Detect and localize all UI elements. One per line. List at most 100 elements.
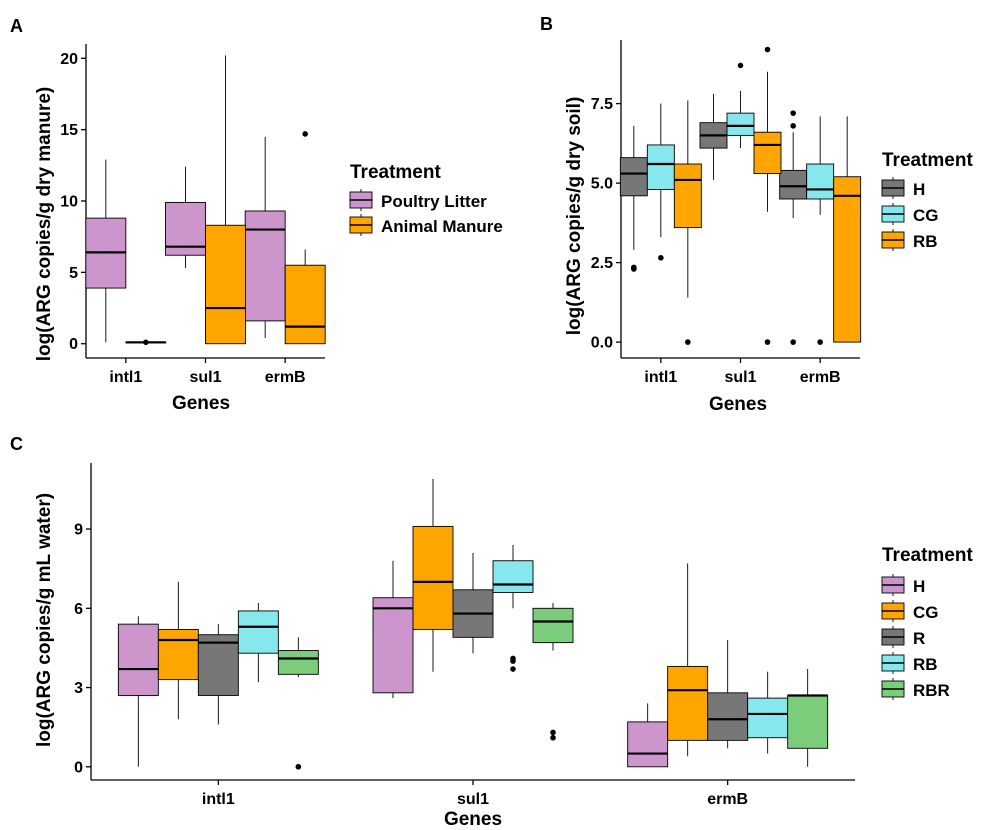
- panel-b-box-cg-ermB: [806, 116, 835, 345]
- box: [726, 112, 755, 136]
- panel-c-box-r-intl1: [197, 624, 239, 725]
- panel-a-x-tick-label: intl1: [109, 369, 142, 386]
- outlier-point: [510, 666, 516, 672]
- box: [532, 607, 574, 644]
- panel-c-box-h-sul1: [372, 560, 414, 699]
- box: [277, 650, 319, 675]
- panel-b-x-tick-label: ermB: [800, 369, 841, 386]
- box: [492, 560, 534, 593]
- box: [244, 210, 286, 322]
- panel-a-legend: Treatment Poultry Litter Animal Manure: [349, 162, 503, 236]
- panel-a-legend-entry: Poultry Litter: [349, 189, 487, 211]
- outlier-point: [764, 339, 771, 345]
- box: [787, 695, 829, 749]
- panel-c-legend-label: H: [913, 577, 925, 596]
- panel-b-legend-label: H: [913, 180, 925, 199]
- panel-c-legend-label: RBR: [913, 681, 950, 700]
- panel-c-x-axis-title: Genes: [444, 809, 502, 830]
- outlier-point: [302, 131, 308, 137]
- outlier-point: [737, 62, 744, 69]
- panel-a-x-tick-label: ermB: [265, 369, 306, 386]
- panel-a-legend-entries: Poultry Litter Animal Manure: [349, 189, 503, 236]
- panel-c-box-h-ermB: [627, 703, 669, 768]
- panel-c-y-tick-label: 3: [74, 680, 83, 697]
- panel-b-legend-title: Treatment: [882, 150, 973, 171]
- panel-b-x-tick-label: intl1: [644, 369, 677, 386]
- outlier-point: [790, 110, 796, 116]
- panel-c-box-h-intl1: [117, 616, 159, 767]
- panel-c-box-rb-sul1: [492, 544, 534, 672]
- panel-c-legend-entries: H CG R RB RBR: [881, 574, 950, 700]
- panel-a-legend-title: Treatment: [350, 162, 441, 183]
- outlier-point: [764, 46, 771, 53]
- outlier-point: [790, 339, 796, 345]
- panel-c-box-cg-sul1: [412, 478, 454, 672]
- panel-b-x-axis-title: Genes: [709, 394, 767, 415]
- panel-a-x-axis-title: Genes: [172, 393, 230, 414]
- outlier-point: [550, 729, 556, 736]
- box: [372, 597, 414, 694]
- outlier-point: [143, 339, 149, 346]
- panel-b-x-tick-label: sul1: [724, 369, 756, 386]
- panel-a-box-poultry-litter-sul1: [165, 166, 206, 269]
- panel-b-legend-entry: H: [881, 177, 925, 199]
- panel-c-legend-entry: R: [881, 626, 925, 648]
- panel-a-y-tick-label: 0: [69, 336, 78, 353]
- panel-c-legend-entry: RB: [881, 652, 938, 674]
- panel-c-y-tick-label: 6: [74, 601, 83, 618]
- panel-b-legend-entry: RB: [881, 229, 938, 251]
- panel-b-box-rb-intl1: [673, 100, 702, 345]
- panel-c-y-tick-label: 9: [74, 522, 83, 539]
- box: [412, 525, 454, 630]
- panel-c-box-r-ermB: [707, 639, 749, 749]
- panel-a-box-poultry-litter-intl1: [85, 159, 127, 343]
- panel-a-box-animal-manure-sul1: [205, 55, 246, 345]
- panel-a-legend-label: Animal Manure: [381, 217, 503, 236]
- outlier-point: [550, 734, 556, 741]
- panel-c-box-rbr-ermB: [787, 669, 829, 767]
- panel-a-y-tick-label: 20: [60, 51, 78, 68]
- panel-c-legend-label: R: [913, 629, 925, 648]
- panel-b-box-cg-intl1: [646, 103, 675, 261]
- panel-c-x-tick-label: intl1: [202, 791, 235, 808]
- panel-c-legend-entry: RBR: [881, 678, 950, 700]
- panel-c-box-cg-intl1: [157, 581, 199, 720]
- outlier-point: [658, 255, 664, 261]
- outlier-point: [631, 264, 637, 271]
- panel-c-box-rb-intl1: [237, 603, 279, 683]
- box: [747, 697, 789, 739]
- outlier-point: [817, 339, 823, 345]
- panel-a-y-tick-label: 5: [69, 265, 78, 282]
- panel-c-legend-label: RB: [913, 655, 938, 674]
- box: [646, 144, 675, 190]
- box: [197, 634, 239, 696]
- box: [117, 623, 159, 696]
- panel-b-plot: 0.0 2.5 5.0 7.5 intl1 sul1 ermB: [591, 40, 862, 386]
- panel-b-legend: Treatment H CG RB: [881, 150, 973, 251]
- box: [619, 157, 648, 197]
- box: [673, 163, 702, 229]
- panel-b-letter: B: [540, 14, 553, 34]
- panel-a-y-tick-label: 15: [60, 122, 78, 139]
- box: [833, 176, 862, 343]
- panel-c-box-r-sul1: [452, 552, 494, 654]
- panel-c-legend-title: Treatment: [882, 545, 973, 566]
- box: [806, 163, 835, 200]
- panel-b-y-axis-title: log(ARG copies/g dry soil): [564, 97, 585, 336]
- panel-b-box-rb-sul1: [753, 46, 782, 345]
- box: [627, 721, 669, 768]
- outlier-point: [295, 763, 302, 770]
- panel-a-y-axis-title: log(ARG copies/g dry manure): [34, 87, 55, 361]
- panel-a-y-tick-label: 10: [60, 194, 78, 211]
- panel-c-plot: 0 3 6 9 intl1 sul1 ermB: [74, 463, 855, 808]
- outlier-point: [510, 655, 516, 662]
- box: [707, 692, 749, 741]
- panel-b-y-tick-label: 2.5: [591, 255, 613, 272]
- panel-c-legend-entry: H: [881, 574, 925, 596]
- outlier-point: [790, 123, 796, 129]
- box: [237, 610, 279, 654]
- panel-c-box-cg-ermB: [667, 563, 709, 757]
- panel-c-box-rb-ermB: [747, 671, 789, 754]
- panel-b: B 0.0 2.5 5.0 7.5 intl1 sul1 ermB log(ARG copi…: [540, 14, 973, 415]
